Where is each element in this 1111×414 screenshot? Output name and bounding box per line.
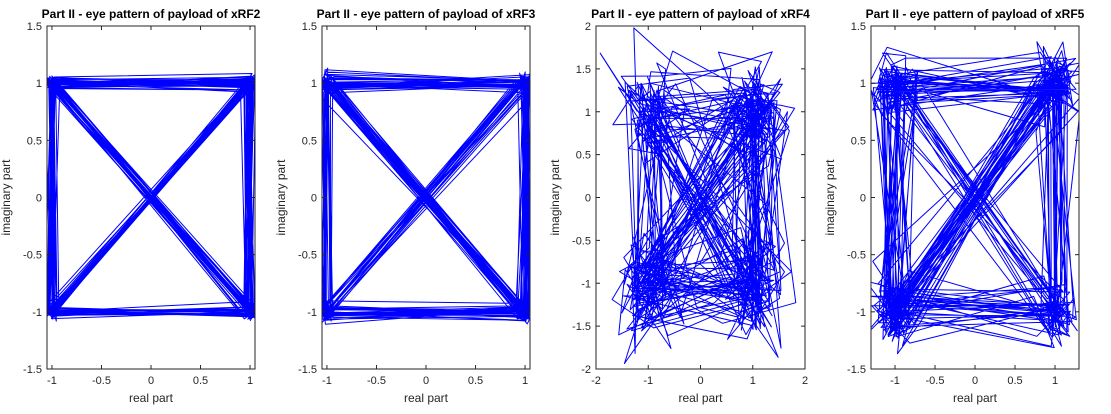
y-tick-label: 0 xyxy=(311,193,317,205)
y-tick-label: 1 xyxy=(311,78,317,90)
x-tick-label: 0 xyxy=(697,375,703,387)
y-tick-label: -0.5 xyxy=(23,250,42,262)
x-tick-label: 0.5 xyxy=(468,375,483,387)
x-tick-label: 1 xyxy=(750,375,756,387)
x-axis-label: real part xyxy=(404,391,449,405)
y-axis-label: imaginary part xyxy=(274,159,288,236)
y-tick-label: -1.5 xyxy=(572,321,591,333)
x-tick-label: -2 xyxy=(591,375,601,387)
x-tick-label: -1 xyxy=(643,375,653,387)
y-tick-label: -0.5 xyxy=(298,250,317,262)
x-tick-label: 1 xyxy=(247,375,253,387)
chart-title: Part II - eye pattern of payload of xRF2 xyxy=(42,7,261,21)
y-tick-label: -1 xyxy=(32,307,42,319)
x-tick-label: 0 xyxy=(423,375,429,387)
y-tick-label: 0 xyxy=(860,193,866,205)
y-tick-label: 1.5 xyxy=(27,21,42,33)
eye-trace-series xyxy=(47,73,255,322)
y-tick-label: 2 xyxy=(585,21,591,33)
x-tick-label: -0.5 xyxy=(926,375,945,387)
x-tick-label: 0.5 xyxy=(1007,375,1022,387)
x-tick-label: 0 xyxy=(148,375,154,387)
y-tick-label: 1.5 xyxy=(302,21,317,33)
x-axis-label: real part xyxy=(129,391,174,405)
x-tick-label: 0 xyxy=(972,375,978,387)
y-tick-label: -1 xyxy=(581,278,591,290)
y-tick-label: 0.5 xyxy=(851,135,866,147)
y-axis-label: imaginary part xyxy=(823,159,837,236)
y-tick-label: 1 xyxy=(860,78,866,90)
y-tick-label: 0 xyxy=(36,193,42,205)
eye-trace-series xyxy=(599,27,797,365)
y-tick-label: -2 xyxy=(581,364,591,376)
y-tick-label: -1 xyxy=(307,307,317,319)
x-tick-label: -1 xyxy=(322,375,332,387)
x-axis-label: real part xyxy=(678,391,723,405)
chart-title: Part II - eye pattern of payload of xRF4 xyxy=(591,7,810,21)
chart-title: Part II - eye pattern of payload of xRF5 xyxy=(866,7,1085,21)
x-tick-label: -1 xyxy=(890,375,900,387)
y-tick-label: -1.5 xyxy=(298,364,317,376)
y-tick-label: 1 xyxy=(585,107,591,119)
y-axis-label: imaginary part xyxy=(0,159,13,236)
x-tick-label: -1 xyxy=(47,375,57,387)
y-tick-label: 1.5 xyxy=(851,21,866,33)
x-tick-label: 0.5 xyxy=(193,375,208,387)
x-tick-label: -0.5 xyxy=(367,375,386,387)
chart-title: Part II - eye pattern of payload of xRF3 xyxy=(317,7,536,21)
y-tick-label: -1.5 xyxy=(23,364,42,376)
y-tick-label: -1 xyxy=(856,307,866,319)
y-tick-label: -0.5 xyxy=(572,235,591,247)
y-tick-label: 0 xyxy=(585,193,591,205)
y-tick-label: 0.5 xyxy=(576,150,591,162)
y-tick-label: -1.5 xyxy=(847,364,866,376)
eye-trace-series xyxy=(322,67,530,325)
y-tick-label: 0.5 xyxy=(302,135,317,147)
x-axis-label: real part xyxy=(953,391,998,405)
y-axis-label: imaginary part xyxy=(548,159,562,236)
x-tick-label: -0.5 xyxy=(92,375,111,387)
x-tick-label: 1 xyxy=(522,375,528,387)
x-tick-label: 2 xyxy=(802,375,808,387)
y-tick-label: 1.5 xyxy=(576,64,591,76)
y-tick-label: 1 xyxy=(36,78,42,90)
y-tick-label: -0.5 xyxy=(847,250,866,262)
eye-trace-series xyxy=(871,41,1079,355)
x-tick-label: 1 xyxy=(1052,375,1058,387)
y-tick-label: 0.5 xyxy=(27,135,42,147)
